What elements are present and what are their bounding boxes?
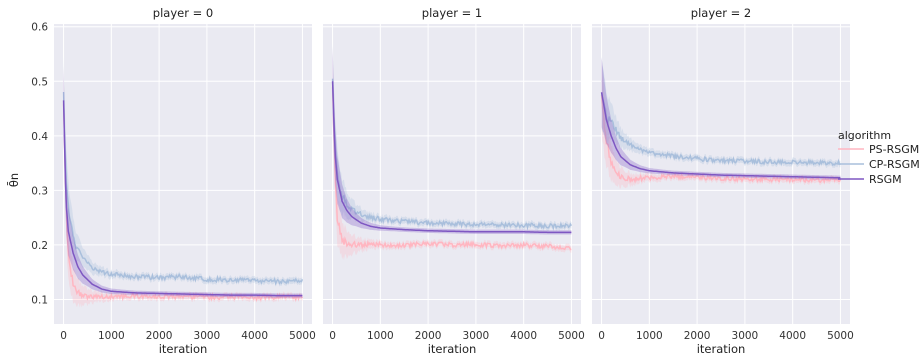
series-line-cp-rsgm: [331, 78, 573, 231]
y-tick-label: 0.4: [31, 131, 48, 143]
series-line-rsgm: [331, 81, 572, 234]
legend-entry: RSGM: [869, 173, 902, 186]
series-line-ps-rsgm: [600, 94, 842, 185]
x-tick-label: 1000: [367, 330, 394, 342]
legend-entry: PS-RSGM: [869, 143, 919, 156]
x-tick-label: 0: [60, 330, 67, 342]
x-tick-label: 0: [598, 330, 605, 342]
confidence-band-rsgm: [63, 65, 303, 298]
x-axis-label: iteration: [428, 342, 477, 355]
y-tick-label: 0.2: [31, 240, 48, 252]
confidence-band-ps-rsgm: [332, 51, 572, 261]
x-tick-label: 4000: [779, 330, 806, 342]
x-tick-label: 3000: [194, 330, 221, 342]
plot-background: [54, 24, 312, 324]
panel-title: player = 1: [422, 6, 482, 20]
x-axis-label: iteration: [697, 342, 746, 355]
x-tick-label: 2000: [146, 330, 173, 342]
panel-player-1: 0 1000 2000 3000 4000 5000 player = 1 iteration: [323, 6, 585, 355]
legend-entry: CP-RSGM: [869, 158, 920, 171]
plot-background: [592, 24, 850, 324]
panel-title: player = 0: [153, 6, 213, 20]
x-tick-label: 2000: [684, 330, 711, 342]
y-tick-label: 0.1: [31, 294, 48, 306]
x-tick-label: 5000: [289, 330, 316, 342]
y-tick-label: 0.3: [31, 185, 48, 197]
series-line-ps-rsgm: [331, 86, 572, 251]
y-tick-label: 0.5: [31, 76, 48, 88]
panel-player-2: 0 1000 2000 3000 4000 5000 player = 2 iteration: [592, 6, 854, 355]
x-tick-label: 2000: [415, 330, 442, 342]
series-line-rsgm: [600, 92, 841, 179]
panel-player-0: 0 1000 2000 3000 4000 5000 0.1 0.2 0.3 0.4 0.5 0.6 p…: [31, 6, 316, 355]
y-axis-label: θ̄n: [7, 173, 21, 187]
x-tick-label: 3000: [463, 330, 490, 342]
legend: algorithm PS-RSGM CP-RSGM RSGM: [838, 129, 920, 186]
plot-background: [323, 24, 581, 324]
x-tick-label: 3000: [732, 330, 759, 342]
x-tick-label: 4000: [241, 330, 268, 342]
x-tick-label: 0: [329, 330, 336, 342]
x-tick-label: 1000: [636, 330, 663, 342]
panel-title: player = 2: [691, 6, 751, 20]
x-tick-label: 5000: [827, 330, 854, 342]
legend-title: algorithm: [838, 129, 891, 142]
series-line-cp-rsgm: [600, 92, 841, 167]
x-tick-label: 5000: [558, 330, 585, 342]
series-line-cp-rsgm: [62, 91, 304, 286]
series-line-ps-rsgm: [62, 104, 304, 302]
x-tick-label: 4000: [510, 330, 537, 342]
series-line-rsgm: [62, 100, 303, 297]
y-tick-label: 0.6: [31, 22, 48, 34]
confidence-band-rsgm: [332, 46, 572, 235]
x-tick-label: 1000: [98, 330, 125, 342]
confidence-band-ps-rsgm: [601, 58, 841, 189]
x-axis-label: iteration: [159, 342, 208, 355]
facet-panels: 0 1000 2000 3000 4000 5000 0.1 0.2 0.3 0.4 0.5 0.6 p…: [31, 6, 854, 355]
